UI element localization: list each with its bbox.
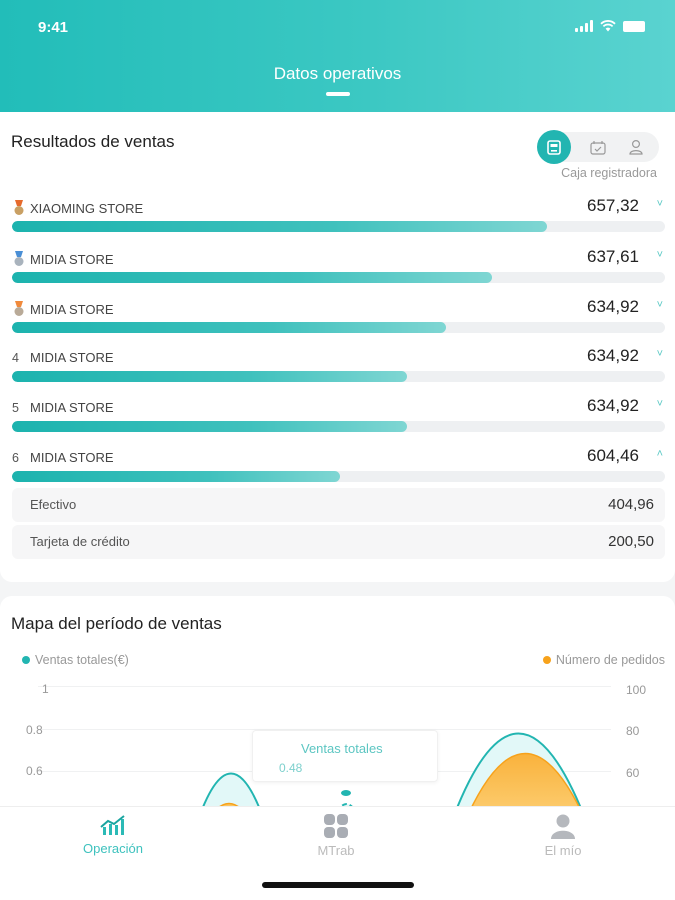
y-left-tick: 0.8 (26, 723, 43, 737)
progress-track (12, 471, 665, 482)
store-row[interactable]: MIDIA STORE 634,92 ˅ (12, 297, 665, 345)
tab-label: Operación (83, 841, 143, 856)
y-left-tick: 1 (42, 682, 49, 696)
store-row[interactable]: 4 MIDIA STORE 634,92 ˅ (12, 346, 665, 394)
calendar-check-icon (590, 140, 606, 155)
battery-icon (623, 20, 645, 32)
store-row[interactable]: 5 MIDIA STORE 634,92 ˅ (12, 396, 665, 444)
store-value: 634,92 (587, 297, 639, 316)
sales-period-chart[interactable] (0, 596, 675, 826)
gold-medal-icon (14, 200, 24, 215)
progress-fill (12, 221, 548, 232)
grid-apps-icon (324, 814, 348, 838)
tab-el-mio[interactable]: El mío (503, 813, 623, 858)
y-right-tick: 60 (626, 766, 640, 780)
segment-cash-register[interactable] (537, 130, 571, 164)
progress-fill (12, 322, 447, 333)
progress-track (12, 322, 665, 333)
store-row-expanded[interactable]: 6 MIDIA STORE 604,46 ˄ (12, 446, 665, 494)
legend-total-sales[interactable]: Ventas totales(€) (22, 653, 129, 667)
tooltip-value: 0.48 (279, 761, 303, 775)
payment-label: Efectivo (30, 497, 77, 512)
store-name: MIDIA STORE (30, 301, 114, 317)
progress-fill (12, 371, 408, 382)
sales-period-card: Mapa del período de ventas Ventas totale… (0, 596, 675, 826)
store-value: 634,92 (587, 396, 639, 415)
store-name: MIDIA STORE (30, 251, 114, 267)
sales-results-title: Resultados de ventas (11, 132, 175, 151)
progress-fill (12, 471, 340, 482)
bronze-medal-icon (14, 301, 24, 316)
home-indicator[interactable] (262, 882, 414, 888)
y-left-tick: 0.6 (26, 764, 43, 778)
segment-calendar[interactable] (581, 132, 615, 162)
chevron-down-icon[interactable]: ˅ (656, 398, 663, 410)
chevron-down-icon[interactable]: ˅ (656, 249, 663, 261)
gridline (38, 729, 611, 730)
progress-track (12, 221, 665, 232)
wifi-icon (600, 20, 616, 32)
tab-label: El mío (544, 843, 582, 858)
gridline (38, 686, 611, 687)
chevron-down-icon[interactable]: ˅ (656, 198, 663, 210)
tab-mtrab[interactable]: MTrab (276, 813, 396, 858)
chevron-down-icon[interactable]: ˅ (656, 348, 663, 360)
tab-operacion[interactable]: Operación (53, 813, 173, 856)
store-value: 604,46 (587, 446, 639, 465)
tab-label: MTrab (317, 843, 355, 858)
profile-icon (551, 814, 575, 839)
header: 9:41 Datos operativos (0, 0, 675, 112)
payment-row-card: Tarjeta de crédito 200,50 (12, 525, 665, 559)
tooltip-title: Ventas totales (301, 741, 383, 756)
page-title: Datos operativos (273, 64, 402, 83)
progress-track (12, 421, 665, 432)
segment-user[interactable] (619, 132, 653, 162)
title-underline (326, 92, 350, 96)
status-icons (575, 20, 645, 32)
store-rank: 5 (12, 400, 19, 415)
legend-dot-icon (542, 656, 551, 664)
payment-value: 200,50 (608, 533, 654, 550)
user-icon (629, 139, 643, 155)
store-rank: 4 (12, 350, 19, 365)
cellular-signal-icon (575, 20, 593, 32)
progress-fill (12, 272, 492, 283)
chart-tooltip: Ventas totales 0.48 (252, 730, 438, 782)
chevron-down-icon[interactable]: ˅ (656, 299, 663, 311)
payment-row-cash: Efectivo 404,96 (12, 488, 665, 522)
status-time: 9:41 (38, 19, 69, 36)
y-right-tick: 100 (626, 683, 647, 697)
payment-label: Tarjeta de crédito (30, 534, 130, 549)
y-right-tick: 80 (626, 724, 640, 738)
silver-medal-icon (14, 251, 24, 266)
progress-track (12, 272, 665, 283)
sales-period-title: Mapa del período de ventas (11, 614, 222, 633)
view-segmented-control (537, 130, 659, 164)
progress-track (12, 371, 665, 382)
store-value: 634,92 (587, 346, 639, 365)
legend-label: Ventas totales(€) (35, 653, 129, 667)
store-name: MIDIA STORE (30, 350, 114, 365)
segment-caption: Caja registradora (561, 166, 657, 180)
progress-fill (12, 421, 408, 432)
store-name: MIDIA STORE (30, 450, 114, 465)
store-name: MIDIA STORE (30, 400, 114, 415)
cash-register-icon (547, 139, 561, 155)
store-rank: 6 (12, 450, 19, 465)
bottom-tab-bar: Operación MTrab El mío (0, 806, 675, 900)
legend-dot-icon (22, 656, 30, 664)
store-row[interactable]: XIAOMING STORE 657,32 ˅ (12, 196, 665, 244)
store-row[interactable]: MIDIA STORE 637,61 ˅ (12, 247, 665, 295)
store-value: 637,61 (587, 247, 639, 266)
bar-chart-icon (100, 815, 125, 835)
store-value: 657,32 (587, 196, 639, 215)
chevron-up-icon[interactable]: ˄ (656, 448, 663, 460)
payment-value: 404,96 (608, 496, 654, 513)
legend-label: Número de pedidos (555, 653, 665, 667)
sales-results-card: Resultados de ventas (0, 112, 675, 582)
legend-order-count[interactable]: Número de pedidos (542, 653, 665, 667)
store-name: XIAOMING STORE (30, 200, 144, 216)
